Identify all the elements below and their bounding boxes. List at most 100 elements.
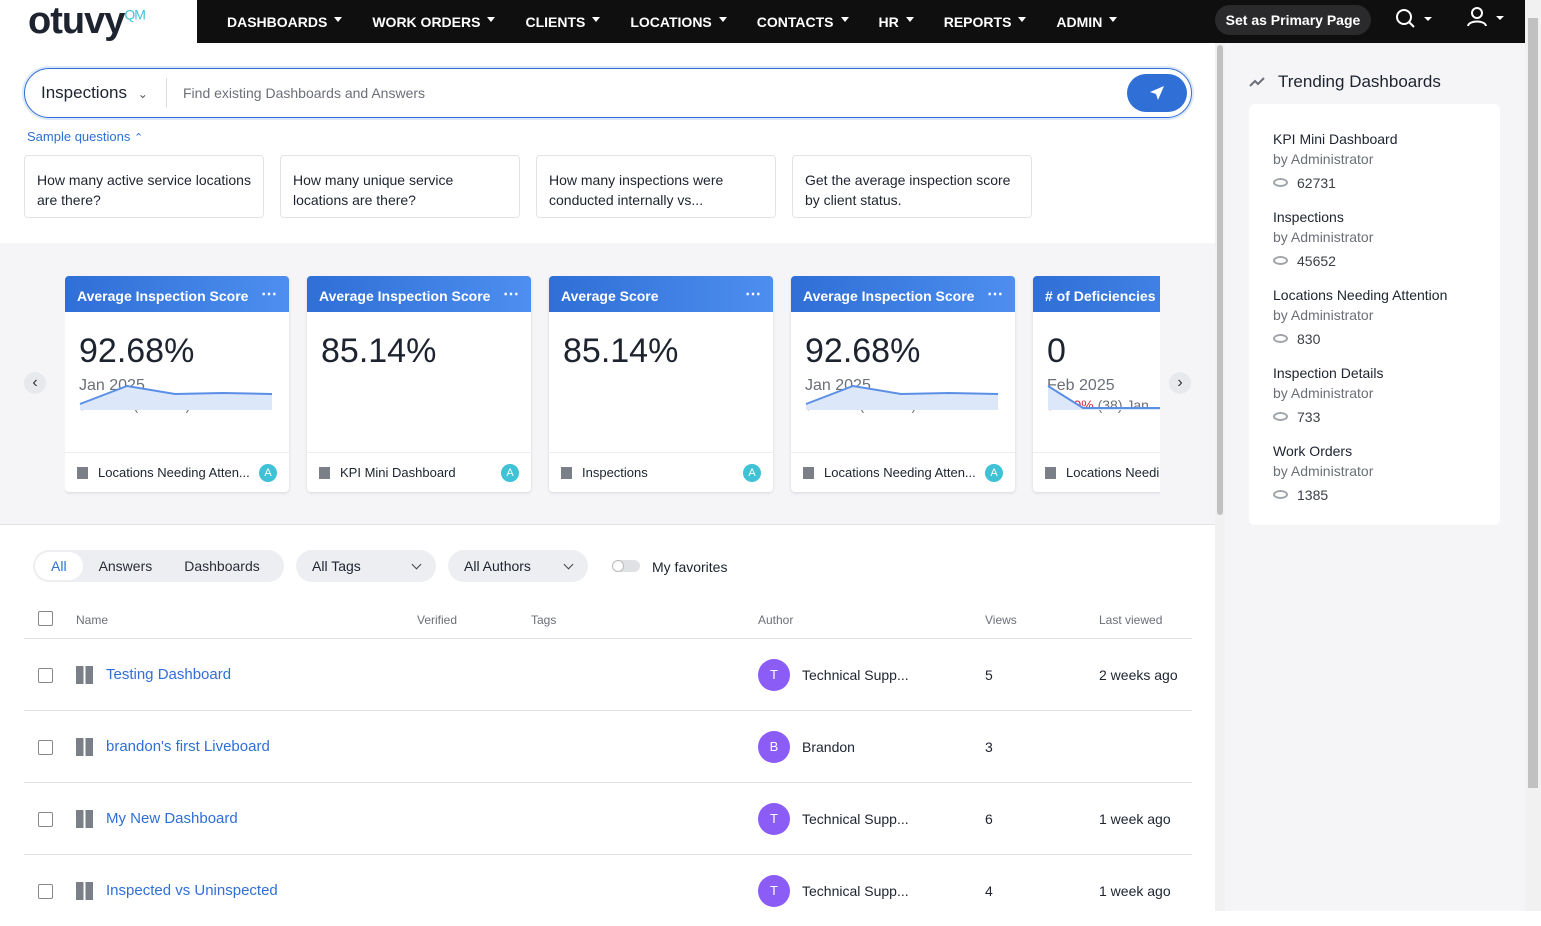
nav-item[interactable]: REPORTS — [944, 14, 1027, 30]
nav-item[interactable]: ADMIN — [1056, 14, 1117, 30]
footer-text[interactable]: Locations Needin — [1066, 465, 1160, 480]
card-header: # of Deficiencies⋯ — [1033, 276, 1160, 312]
row-checkbox[interactable] — [38, 668, 53, 683]
table-row: Testing Dashboard T Technical Supp... 5 2 we… — [24, 638, 1192, 710]
column-header[interactable]: Last viewed — [1099, 613, 1163, 627]
nav-item[interactable]: DASHBOARDS — [227, 14, 342, 30]
last-viewed: 1 week ago — [1099, 883, 1171, 899]
row-name[interactable]: Testing Dashboard — [106, 666, 232, 683]
prev-arrow[interactable]: ‹ — [24, 372, 46, 394]
row-checkbox[interactable] — [38, 812, 53, 827]
row-name[interactable]: brandon's first Liveboard — [106, 738, 270, 755]
trending-name[interactable]: Work Orders — [1273, 443, 1353, 459]
tags-filter[interactable]: All Tags — [296, 550, 436, 582]
views: 5 — [985, 667, 993, 683]
kpi-card[interactable]: Average Inspection Score⋯92.68%Jan 2025↓… — [791, 276, 1015, 492]
sparkline — [805, 384, 999, 410]
sample-question[interactable]: Get the average inspection score by clie… — [792, 155, 1032, 218]
kpi-card[interactable]: Average Inspection Score⋯92.68%Jan 2025↓… — [65, 276, 289, 492]
row-checkbox[interactable] — [38, 884, 53, 899]
footer-avatar: A — [985, 464, 1003, 482]
trending-name[interactable]: Inspection Details — [1273, 365, 1384, 381]
trend-icon — [1249, 77, 1265, 87]
logo[interactable]: otuvyQM — [28, 0, 146, 43]
footer-icon — [561, 466, 572, 479]
footer-text[interactable]: Locations Needing Atten... — [98, 465, 250, 480]
author-avatar: T — [758, 803, 790, 835]
tab[interactable]: All — [35, 552, 83, 580]
tab[interactable]: Dashboards — [184, 558, 260, 574]
search-bar[interactable]: Inspections ⌄ Find existing Dashboards a… — [24, 68, 1192, 118]
author-name: Technical Supp... — [802, 883, 909, 899]
trending-name[interactable]: Inspections — [1273, 209, 1344, 225]
table-row: Inspected vs Uninspected T Technical Supp.… — [24, 854, 1192, 926]
nav-item[interactable]: LOCATIONS — [630, 14, 726, 30]
card-title: # of Deficiencies — [1045, 288, 1156, 304]
nav-item[interactable]: HR — [879, 14, 914, 30]
trending-views: 830 — [1297, 331, 1321, 347]
footer-text[interactable]: KPI Mini Dashboard — [340, 465, 456, 480]
nav-item[interactable]: WORK ORDERS — [372, 14, 495, 30]
sample-question[interactable]: How many unique service locations are th… — [280, 155, 520, 218]
author-avatar: B — [758, 731, 790, 763]
search-icon[interactable] — [1394, 7, 1434, 31]
card-value: 85.14% — [321, 332, 437, 370]
card-menu[interactable]: ⋯ — [261, 286, 277, 303]
trending-card: KPI Mini Dashboard by Administrator 62731 I… — [1249, 104, 1500, 525]
row-checkbox[interactable] — [38, 740, 53, 755]
column-header[interactable]: Name — [76, 613, 109, 627]
card-value: 85.14% — [563, 332, 679, 370]
user-icon[interactable] — [1466, 6, 1506, 30]
column-header[interactable]: Author — [758, 613, 794, 627]
next-arrow[interactable]: › — [1169, 372, 1191, 394]
card-period: Feb 2025 — [1047, 377, 1115, 394]
eye-icon — [1273, 178, 1288, 187]
sample-question[interactable]: How many inspections were conducted inte… — [536, 155, 776, 218]
card-menu[interactable]: ⋯ — [503, 286, 519, 303]
footer-avatar: A — [743, 464, 761, 482]
card-footer: Locations Needing Atten... A — [65, 452, 289, 492]
footer-text[interactable]: Locations Needing Atten... — [824, 465, 976, 480]
row-name[interactable]: My New Dashboard — [106, 810, 238, 827]
sample-label: Sample questions — [27, 129, 131, 144]
sample-questions-toggle[interactable]: Sample questions ⌃ — [27, 129, 144, 144]
footer-icon — [319, 466, 330, 479]
last-viewed: 1 week ago — [1099, 811, 1171, 827]
select-all[interactable] — [38, 611, 53, 626]
nav-item[interactable]: CONTACTS — [757, 14, 849, 30]
footer-text[interactable]: Inspections — [582, 465, 648, 480]
row-name[interactable]: Inspected vs Uninspected — [106, 882, 278, 899]
trending-views: 733 — [1297, 409, 1321, 425]
table-row: brandon's first Liveboard B Brandon 3 — [24, 710, 1192, 782]
trending-name[interactable]: Locations Needing Attention — [1273, 287, 1448, 303]
sample-question[interactable]: How many active service locations are th… — [24, 155, 264, 218]
tab[interactable]: Answers — [98, 558, 153, 574]
card-menu[interactable]: ⋯ — [987, 286, 1003, 303]
column-header[interactable]: Tags — [531, 613, 557, 627]
scrollbar — [1215, 43, 1225, 911]
primary-button[interactable]: Set as Primary Page — [1215, 5, 1371, 35]
footer-icon — [1045, 466, 1056, 479]
kpi-card[interactable]: Average Score ⋯ 85.14% Inspections A — [549, 276, 773, 492]
trending-name[interactable]: KPI Mini Dashboard — [1273, 131, 1398, 147]
send-button[interactable] — [1127, 74, 1187, 112]
trending-views: 45652 — [1297, 253, 1336, 269]
search-scope[interactable]: Inspections ⌄ — [25, 78, 167, 108]
column-header[interactable]: Verified — [417, 613, 458, 627]
kpi-card[interactable]: Average Inspection Score ⋯ 85.14% KPI Mini … — [307, 276, 531, 492]
nav-item[interactable]: CLIENTS — [525, 14, 600, 30]
eye-icon — [1273, 490, 1288, 499]
favorites-toggle[interactable] — [612, 560, 640, 572]
authors-filter[interactable]: All Authors — [448, 550, 588, 582]
type-tabs: All Answers Dashboards — [33, 550, 284, 582]
column-header[interactable]: Views — [985, 613, 1017, 627]
sparkline — [79, 384, 273, 410]
card-menu[interactable]: ⋯ — [745, 286, 761, 303]
views: 4 — [985, 883, 993, 899]
footer-avatar: A — [259, 464, 277, 482]
table-row: My New Dashboard T Technical Supp... 6 1 wee… — [24, 782, 1192, 854]
row-icon — [76, 666, 93, 684]
trending-author: by Administrator — [1273, 307, 1374, 323]
author-avatar: T — [758, 875, 790, 907]
